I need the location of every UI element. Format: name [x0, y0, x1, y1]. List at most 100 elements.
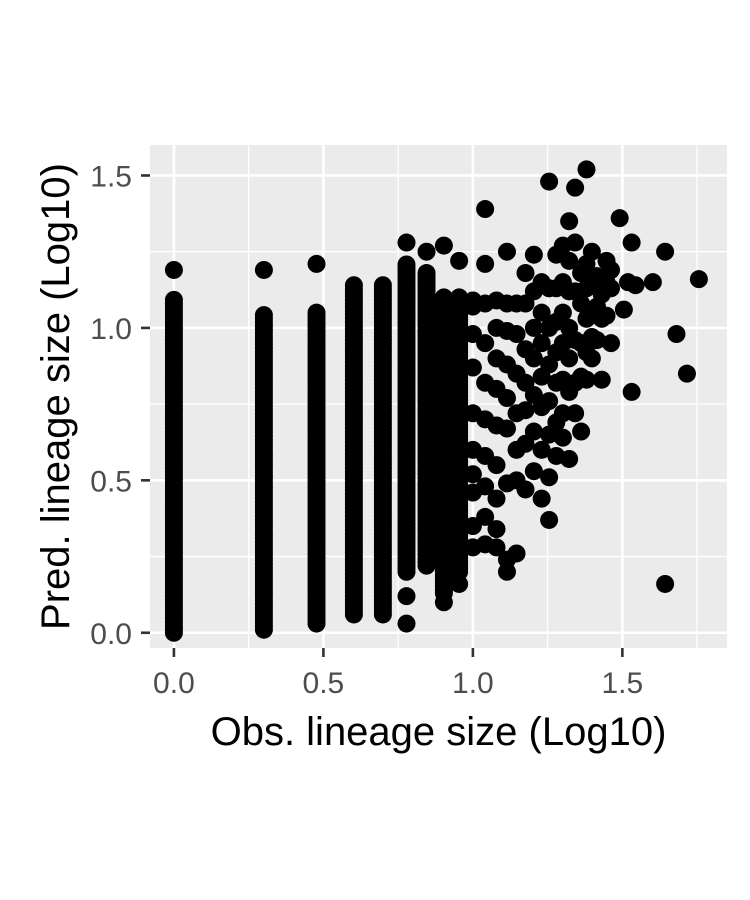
data-point — [560, 449, 579, 468]
data-point — [524, 349, 543, 368]
data-point — [532, 334, 551, 353]
data-point — [689, 270, 708, 289]
data-point — [560, 212, 579, 231]
data-point — [487, 520, 506, 539]
data-point — [417, 242, 436, 261]
data-point — [572, 422, 591, 441]
y-tick-label: 1.5 — [90, 160, 132, 193]
data-point — [667, 325, 686, 344]
data-point — [582, 242, 601, 261]
data-point — [626, 276, 645, 295]
data-point — [577, 160, 596, 179]
data-point — [560, 251, 579, 270]
y-axis-title: Pred. lineage size (Log10) — [34, 163, 78, 630]
data-point — [307, 254, 326, 273]
data-point — [540, 468, 559, 487]
data-point — [602, 334, 621, 353]
data-point — [397, 255, 416, 274]
data-point — [577, 370, 596, 389]
data-point — [417, 264, 436, 283]
x-tick-label: 0.5 — [303, 667, 345, 700]
data-point — [497, 389, 516, 408]
y-tick-label: 0.5 — [90, 465, 132, 498]
data-point — [532, 489, 551, 508]
data-point — [434, 236, 453, 255]
data-point — [434, 288, 453, 307]
data-point — [532, 440, 551, 459]
data-point — [254, 306, 273, 325]
data-point — [487, 489, 506, 508]
data-point — [476, 200, 495, 219]
y-tick-label: 0.0 — [90, 618, 132, 651]
x-axis: 0.0 0.5 1.0 1.5 — [153, 648, 643, 700]
data-point — [614, 300, 633, 319]
data-point — [487, 456, 506, 475]
data-point — [516, 480, 535, 499]
data-point — [507, 544, 526, 563]
data-point — [397, 587, 416, 606]
data-point — [643, 273, 662, 292]
data-point — [463, 517, 482, 536]
data-point — [497, 562, 516, 581]
data-point — [507, 325, 526, 344]
data-point — [553, 428, 572, 447]
data-point — [397, 614, 416, 633]
data-point — [540, 392, 559, 411]
data-point — [587, 331, 606, 350]
data-point — [602, 279, 621, 298]
data-point — [532, 303, 551, 322]
data-point — [476, 507, 495, 526]
data-point — [516, 401, 535, 420]
data-point — [566, 233, 585, 252]
data-point — [497, 419, 516, 438]
data-point — [450, 251, 469, 270]
data-point — [566, 178, 585, 197]
x-tick-label: 0.0 — [153, 667, 195, 700]
data-point — [524, 462, 543, 481]
data-point — [540, 172, 559, 191]
data-point — [566, 404, 585, 423]
data-point — [677, 364, 696, 383]
data-point — [497, 242, 516, 261]
data-point — [540, 510, 559, 529]
x-axis-title: Obs. lineage size (Log10) — [211, 710, 667, 754]
data-point — [487, 538, 506, 557]
data-point — [560, 349, 579, 368]
data-point — [602, 260, 621, 279]
data-point — [592, 370, 611, 389]
data-point — [622, 233, 641, 252]
data-point — [476, 477, 495, 496]
data-points — [164, 160, 708, 642]
data-point — [434, 584, 453, 603]
data-point — [450, 288, 469, 307]
data-point — [450, 574, 469, 593]
data-point — [582, 349, 601, 368]
data-point — [397, 233, 416, 252]
data-point — [344, 276, 363, 295]
x-tick-label: 1.5 — [602, 667, 644, 700]
y-tick-label: 1.0 — [90, 313, 132, 346]
y-axis: 0.0 0.5 1.0 1.5 — [90, 160, 150, 651]
x-tick-label: 1.0 — [452, 667, 494, 700]
data-point — [597, 306, 616, 325]
data-point — [656, 574, 675, 593]
data-point — [656, 242, 675, 261]
data-point — [307, 303, 326, 322]
data-point — [553, 303, 572, 322]
data-point — [164, 290, 183, 309]
data-point — [254, 260, 273, 279]
data-point — [164, 260, 183, 279]
data-point — [476, 254, 495, 273]
data-point — [516, 264, 535, 283]
data-point — [524, 245, 543, 264]
data-point — [373, 276, 392, 295]
data-point — [463, 325, 482, 344]
data-point — [622, 382, 641, 401]
data-point — [476, 334, 495, 353]
data-point — [610, 209, 629, 228]
data-point — [524, 422, 543, 441]
data-point — [463, 358, 482, 377]
data-point — [524, 318, 543, 337]
data-point — [463, 465, 482, 484]
